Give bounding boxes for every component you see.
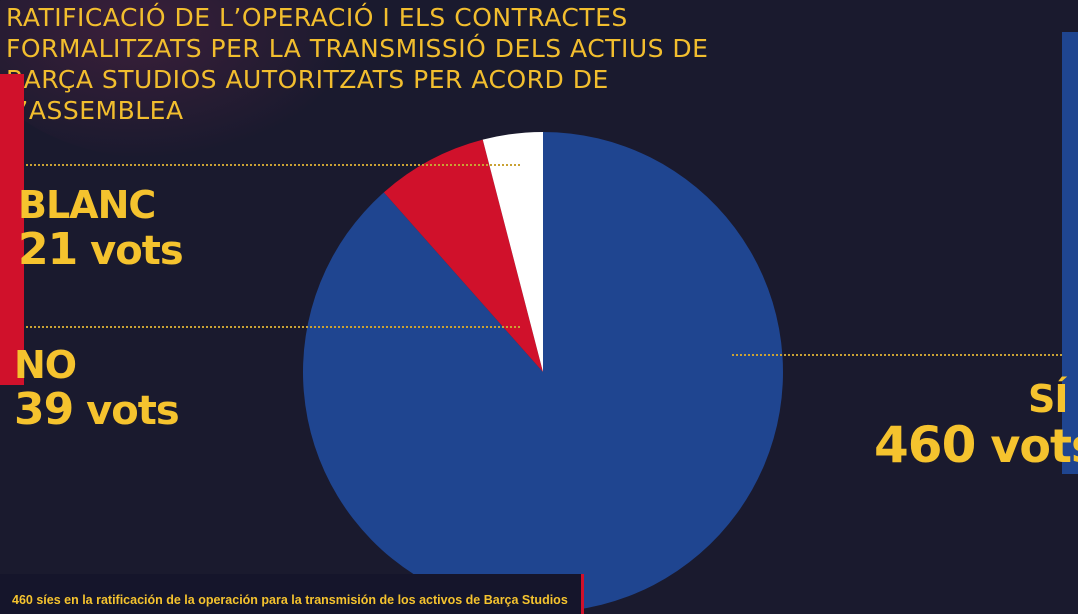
no-count: 39 — [14, 384, 74, 435]
blanc-leader-line — [26, 164, 520, 166]
right-blue-accent-bar — [1062, 32, 1078, 474]
no-category: NO — [14, 343, 77, 387]
si-leader-line — [732, 354, 1062, 356]
no-label: NO 39 vots — [14, 343, 180, 434]
left-red-accent-bar — [0, 74, 24, 385]
pie-slice-blanc — [482, 132, 543, 372]
blanc-unit: vots — [90, 228, 183, 274]
si-label: SÍ — [1028, 377, 1069, 421]
caption-text: 460 síes en la ratificación de la operac… — [12, 593, 568, 607]
blanc-label: BLANC 21 vots — [18, 183, 184, 274]
si-votes: 460 vots — [874, 420, 1078, 470]
no-unit: vots — [86, 388, 179, 434]
blanc-votes: 21 vots — [18, 228, 184, 274]
si-category: SÍ — [1028, 377, 1069, 421]
caption-bar: 460 síes en la ratificación de la operac… — [0, 574, 584, 614]
no-votes: 39 vots — [14, 388, 180, 434]
no-leader-line — [26, 326, 520, 328]
si-unit: vots — [990, 419, 1078, 473]
pie-slice-no — [383, 139, 543, 372]
blanc-category: BLANC — [18, 183, 156, 227]
blanc-count: 21 — [18, 224, 78, 275]
si-count: 460 — [874, 416, 976, 474]
chart-title: RATIFICACIÓ DE L’OPERACIÓ I ELS CONTRACT… — [6, 3, 709, 125]
